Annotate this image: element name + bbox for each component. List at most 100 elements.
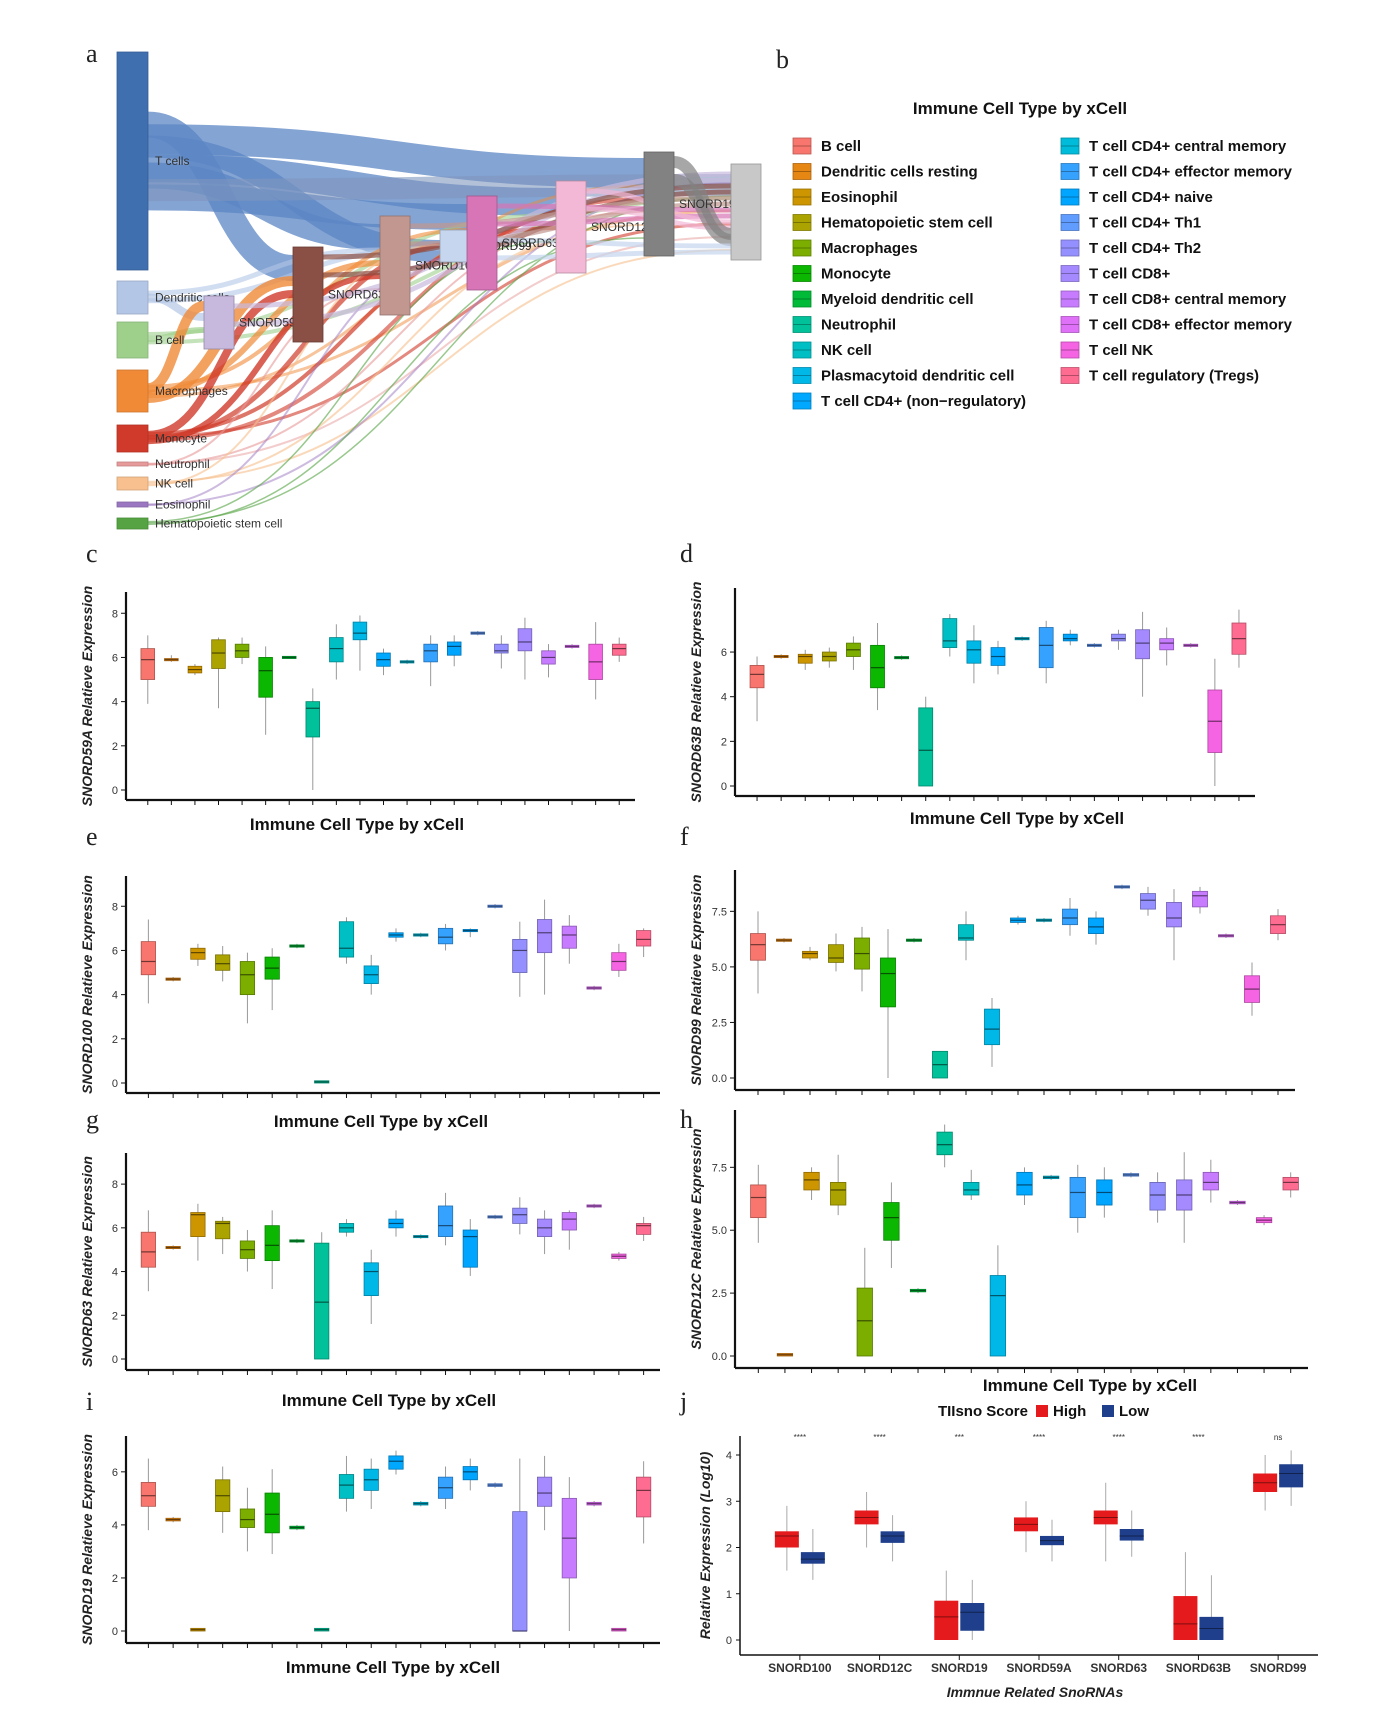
box-t-cell-cd4-th2 [512, 938, 528, 973]
box-monocyte [264, 1225, 280, 1262]
box-high [774, 1531, 799, 1548]
y-tick-label: 0 [112, 1078, 118, 1090]
sankey-snorna-node [555, 180, 587, 274]
box-nk-cell [963, 1182, 980, 1196]
box-t-cell-cd4-naive [1088, 917, 1104, 934]
box-hematopoietic-stem-cell [215, 1220, 231, 1240]
y-tick-label: 0 [112, 1354, 118, 1366]
x-tick-label: SNORD63B [1166, 1661, 1232, 1675]
significance-label: **** [873, 1433, 885, 1442]
boxplot-panel-g: 0 2 4 6 8 SNORD63 Relatieve Expression Immune … [79, 1153, 660, 1410]
group-legend-label: High [1053, 1403, 1086, 1420]
x-axis-title: Immune Cell Type by xCell [910, 809, 1124, 828]
box-t-cell-cd4-effector-memory [1062, 908, 1078, 926]
sankey-source-node [116, 369, 149, 413]
legend-entry-label: T cell CD8+ central memory [1089, 291, 1287, 308]
sankey-source-node [116, 280, 149, 315]
sankey-source-label: Hematopoietic stem cell [155, 517, 282, 531]
sankey-snorna-node [379, 215, 411, 316]
legend-entry-label: Plasmacytoid dendritic cell [821, 368, 1014, 385]
box-t-cell-cd8-central-memory [1159, 638, 1175, 651]
box-low [960, 1603, 985, 1631]
box-t-cell-cd4-naive [446, 641, 462, 656]
box-nk-cell [942, 618, 958, 648]
group-legend-label: Low [1119, 1403, 1149, 1420]
box-plasmacytoid-dendritic-cell [966, 640, 982, 664]
boxplot-panel-c: 0 2 4 6 8 SNORD59A Relatieve Expression Immune… [79, 586, 635, 834]
y-tick-label: 4 [112, 1520, 118, 1532]
legend-entry-label: NK cell [821, 342, 872, 359]
y-tick-label: 2 [112, 1573, 118, 1585]
sankey-flow [147, 260, 381, 396]
box-t-cell-cd4-naive [1062, 633, 1078, 642]
box-b-cell [140, 1482, 156, 1507]
box-macrophages [239, 961, 256, 996]
box-b-cell [140, 1231, 156, 1268]
legend-entry-label: Hematopoietic stem cell [821, 215, 993, 232]
box-hematopoietic-stem-cell [828, 944, 844, 963]
box-t-cell-cd4-effector-memory [437, 927, 454, 945]
x-tick-label: SNORD99 [1250, 1661, 1307, 1675]
box-eosinophil [802, 950, 818, 959]
significance-label: *** [955, 1433, 964, 1442]
y-tick-label: 2 [112, 1310, 118, 1322]
legend-entry-label: T cell NK [1089, 342, 1153, 359]
legend-entry-label: Dendritic cells resting [821, 164, 978, 181]
box-t-cell-cd8-central-memory [1202, 1171, 1219, 1191]
box-t-cell-cd4-naive [462, 1229, 478, 1268]
box-neutrophil [314, 1242, 330, 1360]
sankey-source-node [116, 424, 149, 453]
box-neutrophil [936, 1131, 953, 1156]
sankey-snorna-node [439, 229, 469, 263]
box-t-cell-cd4-non-regulatory- [1016, 1171, 1033, 1196]
legend-entry-label: T cell CD4+ effector memory [1089, 164, 1293, 181]
y-tick-label: 8 [112, 901, 118, 913]
box-eosinophil [190, 947, 206, 960]
y-tick-label: 0 [726, 1635, 732, 1647]
y-tick-label: 5.0 [712, 1225, 727, 1237]
x-axis-title: Immune Cell Type by xCell [286, 1658, 500, 1677]
y-tick-label: 6 [112, 1223, 118, 1235]
box-monocyte [264, 1492, 280, 1534]
y-tick-label: 2 [112, 741, 118, 753]
box-t-cell-cd4-th2 [1111, 633, 1126, 642]
box-nk-cell [338, 921, 355, 958]
x-tick-label: SNORD12C [847, 1661, 913, 1675]
legend-entry-label: T cell CD4+ central memory [1089, 138, 1287, 155]
box-t-cell-cd8-central-memory [561, 1212, 577, 1231]
cell-type-legend: Immune Cell Type by xCell B cell Dendritic… [792, 99, 1293, 410]
y-axis-title: SNORD12C Relatieve Expression [688, 1129, 704, 1350]
y-axis-title: SNORD19 Relatieve Expression [79, 1434, 95, 1645]
boxplot-panel-i: 0 2 4 6 SNORD19 Relatieve Expression Immune C… [79, 1434, 660, 1677]
box-monocyte [258, 657, 273, 698]
y-axis-title: SNORD99 Relatieve Expression [688, 875, 704, 1086]
box-hematopoietic-stem-cell [215, 954, 231, 971]
sankey-flow [672, 174, 733, 246]
box-t-cell-cd4-th2 [512, 1511, 528, 1632]
y-tick-label: 0 [112, 1626, 118, 1638]
legend-entry-label: T cell CD4+ Th2 [1089, 240, 1201, 257]
sankey-flow [147, 293, 205, 321]
box-t-cell-cd8- [1135, 629, 1150, 660]
box-eosinophil [797, 653, 813, 664]
y-axis-title: SNORD59A Relatieve Expression [79, 586, 95, 806]
group-legend-swatch [1036, 1405, 1048, 1417]
box-t-cell-cd4-th2 [494, 643, 509, 654]
sankey-snorna-node [203, 295, 235, 350]
x-tick-label: SNORD59A [1006, 1661, 1072, 1675]
sankey-snorna-node [730, 163, 762, 261]
x-axis-title: Immune Cell Type by xCell [983, 1376, 1197, 1395]
box-hematopoietic-stem-cell [211, 639, 226, 669]
sankey-snorna-node [292, 246, 324, 343]
y-tick-label: 2 [721, 736, 727, 748]
y-tick-label: 2 [726, 1543, 732, 1555]
panel-label-g: g [86, 1105, 99, 1134]
sankey-flow [147, 222, 732, 439]
sankey-source-label: Eosinophil [155, 498, 210, 512]
panel-label-d: d [680, 539, 693, 568]
box-t-cell-regulatory-tregs- [636, 1223, 652, 1235]
box-b-cell [750, 933, 766, 961]
legend-entry-label: T cell regulatory (Tregs) [1089, 368, 1259, 385]
y-tick-label: 1 [726, 1589, 732, 1601]
